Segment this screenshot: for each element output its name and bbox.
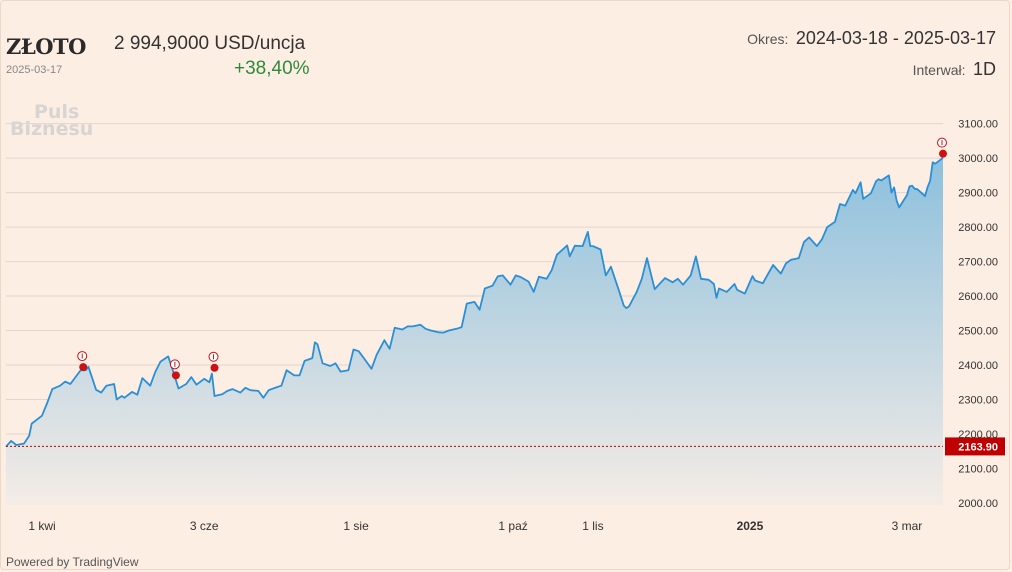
x-tick-label: 3 cze — [190, 519, 219, 533]
current-price: 2 994,9000 USD/uncja — [114, 33, 306, 54]
period-value[interactable]: 2024-03-18 - 2025-03-17 — [795, 28, 996, 48]
reference-value-label: 2163.90 — [958, 441, 998, 453]
series-line[interactable] — [5, 157, 944, 448]
watermark-line-1: Puls — [34, 101, 80, 123]
x-tick-label: 1 paź — [498, 519, 527, 533]
event-marker-dot[interactable] — [939, 149, 947, 158]
event-marker[interactable] — [77, 351, 88, 372]
symbol-title: ZŁOTO — [6, 34, 86, 59]
price-change: +38,40% — [234, 58, 310, 79]
watermark-line-2: Biznesu — [10, 118, 94, 140]
y-tick-label: 2500.00 — [958, 326, 998, 338]
interval-value[interactable]: 1D — [972, 59, 996, 79]
y-tick-label: 3000.00 — [958, 153, 998, 165]
event-marker-dot[interactable] — [171, 371, 180, 380]
x-tick-label: 3 mar — [892, 519, 923, 533]
y-tick-label: 2900.00 — [958, 188, 998, 200]
reference-value-badge — [945, 437, 1005, 456]
puls-biznesu-watermark: Puls Biznesu — [10, 101, 120, 140]
y-tick-label: 2000.00 — [958, 498, 998, 510]
y-tick-label: 2700.00 — [958, 257, 998, 269]
y-tick-label: 2300.00 — [958, 394, 998, 406]
x-tick-label: 1 kwi — [28, 519, 55, 533]
event-marker-dot[interactable] — [79, 363, 88, 372]
interval-row: Interwał: 1D — [747, 59, 996, 80]
y-tick-label: 2100.00 — [958, 463, 998, 475]
x-tick-label: 1 sie — [343, 519, 369, 533]
y-tick-label: 3100.00 — [958, 119, 998, 131]
powered-by-tradingview[interactable]: Powered by TradingView — [6, 555, 139, 569]
y-tick-label: 2400.00 — [958, 360, 998, 372]
event-marker-dot[interactable] — [210, 363, 219, 372]
period-row: Okres: 2024-03-18 - 2025-03-17 — [747, 28, 996, 49]
y-tick-label: 2600.00 — [958, 291, 998, 303]
interval-label: Interwał: — [912, 62, 966, 78]
event-marker[interactable] — [937, 137, 948, 158]
header-right: Okres: 2024-03-18 - 2025-03-17 Interwał:… — [747, 28, 996, 90]
quote-date: 2025-03-17 — [6, 64, 63, 76]
y-tick-label: 2200.00 — [958, 429, 998, 441]
x-tick-label: 2025 — [737, 519, 764, 533]
event-marker[interactable] — [169, 359, 180, 380]
y-tick-label: 2800.00 — [958, 222, 998, 234]
x-tick-label: 1 lis — [582, 519, 603, 533]
series-area — [6, 157, 943, 506]
event-marker[interactable] — [208, 351, 219, 372]
period-label: Okres: — [747, 31, 789, 47]
